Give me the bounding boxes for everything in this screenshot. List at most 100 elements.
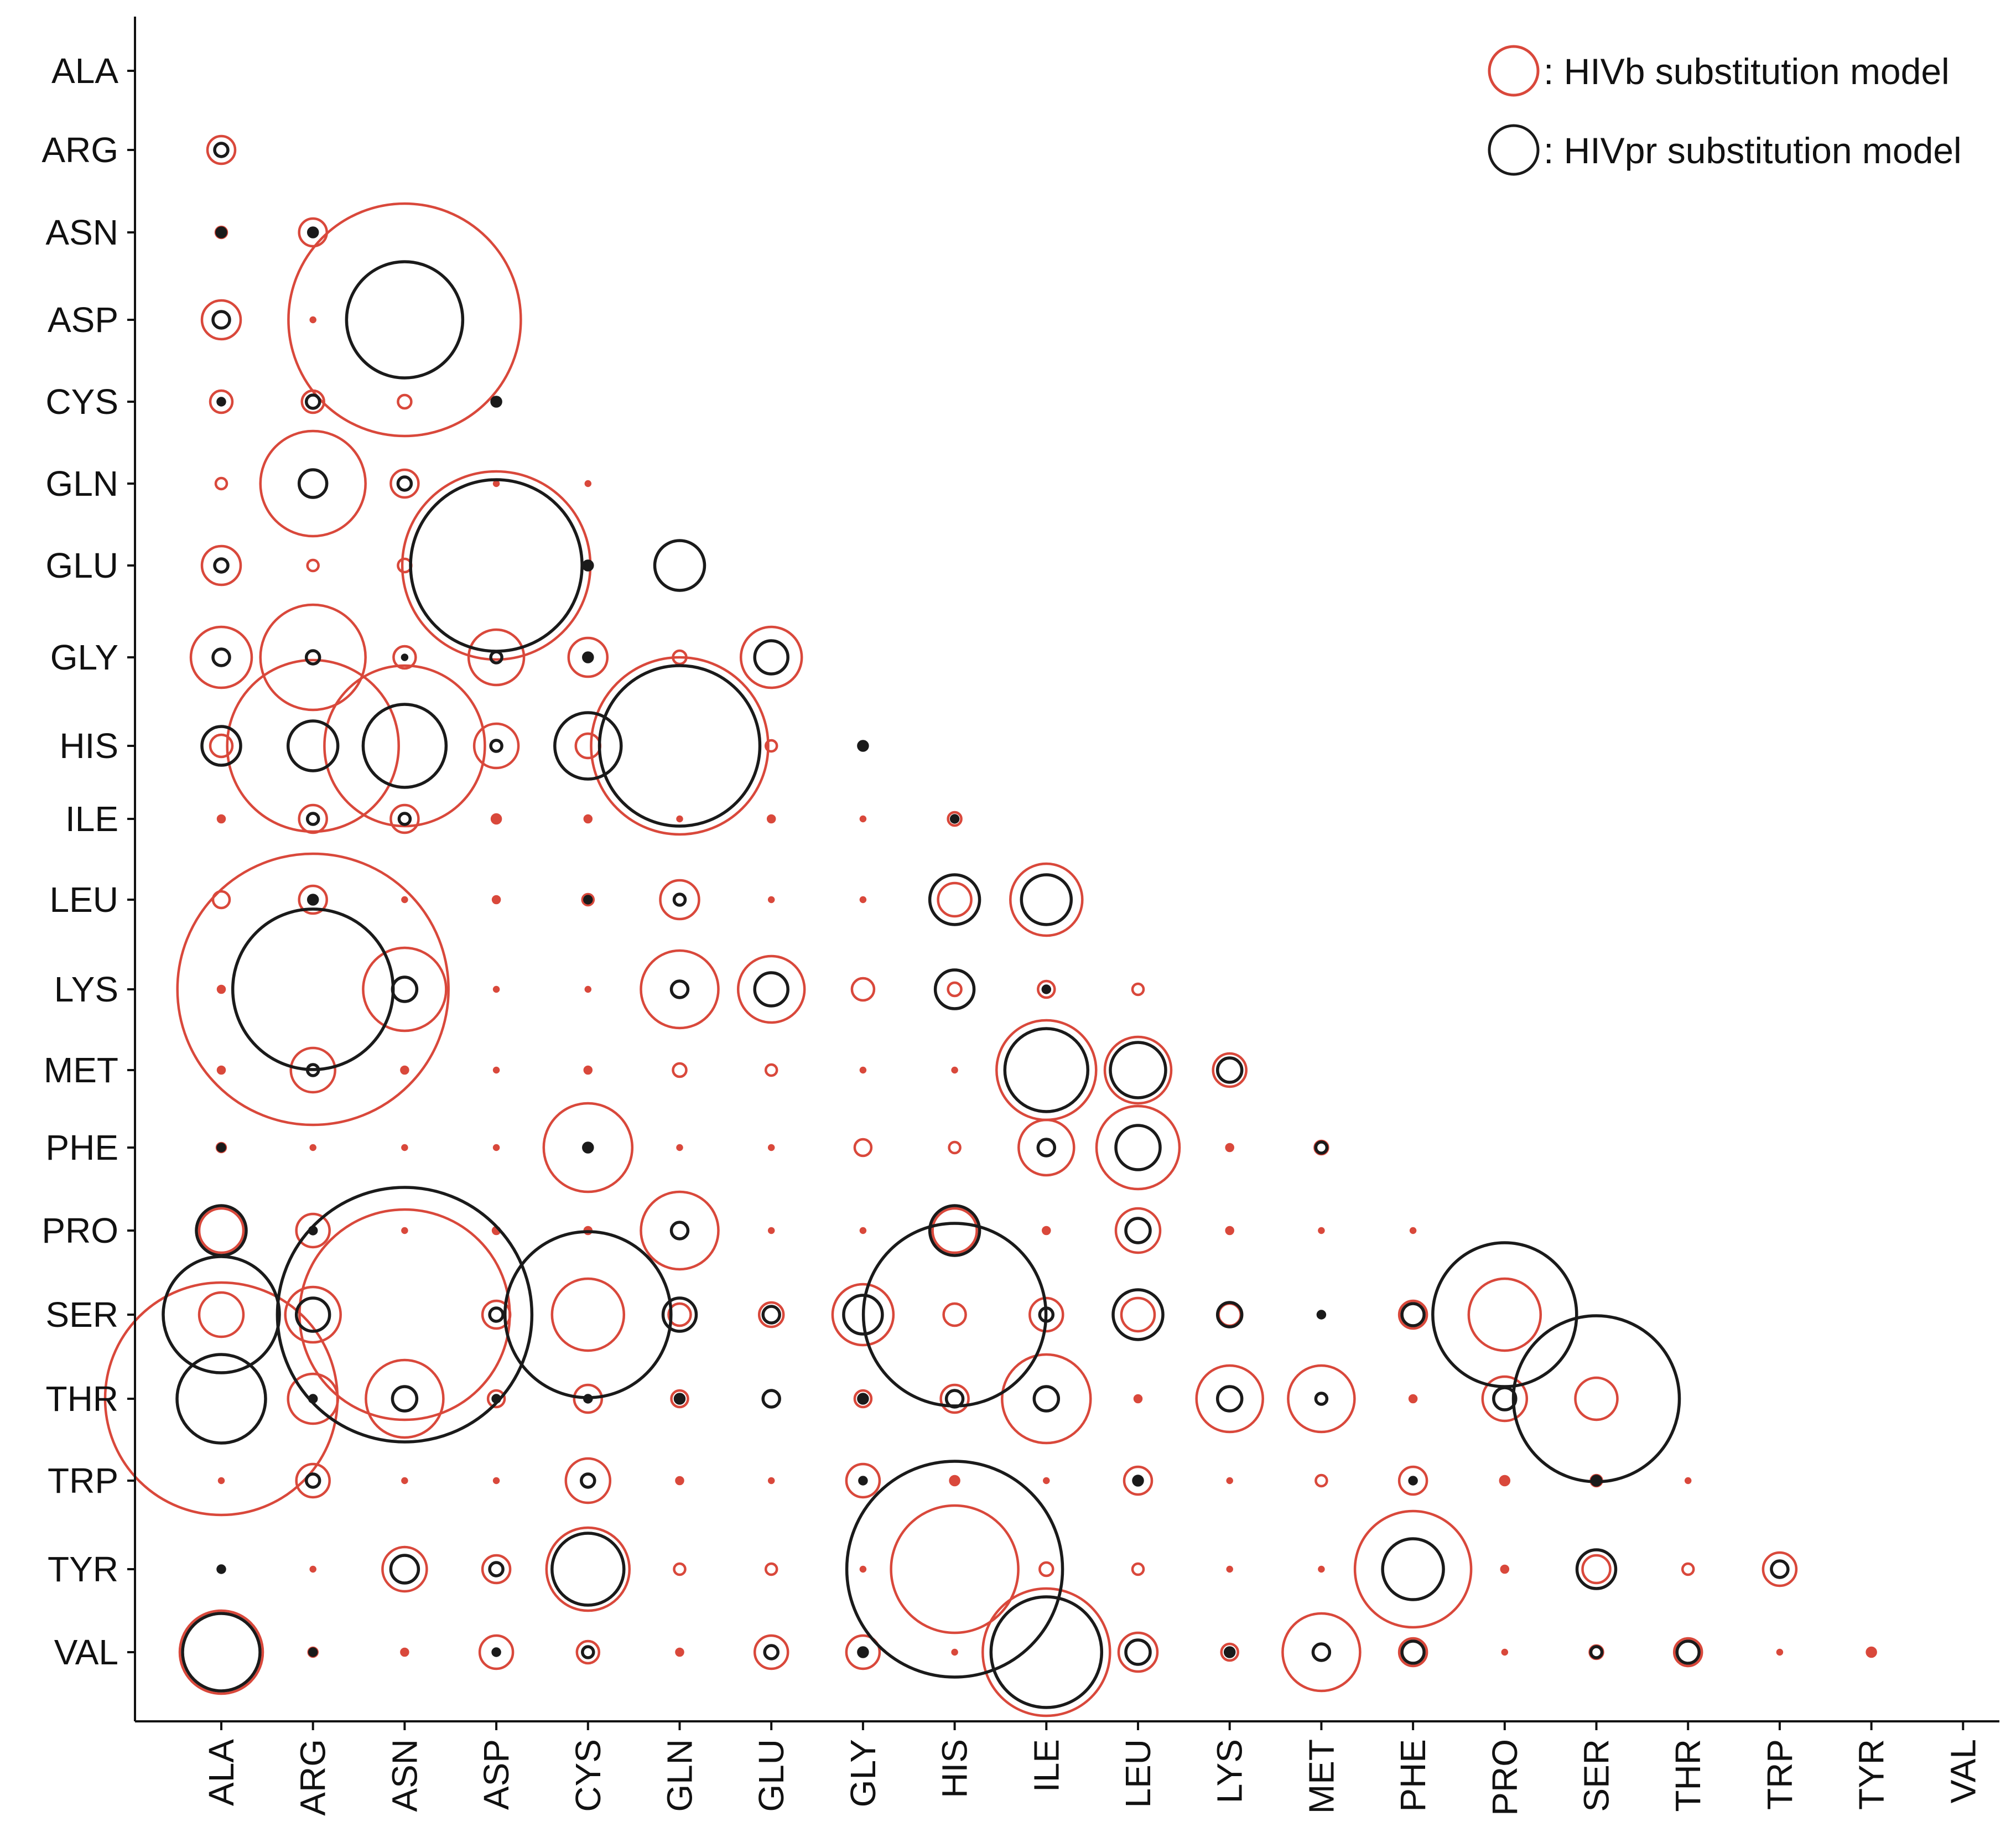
hivb-bubble-phe-glu (767, 1144, 775, 1151)
hivpr-bubble-val-leu (1124, 1638, 1152, 1666)
hivb-bubble-his-glu (764, 739, 778, 753)
hivpr-bubble-ser-pro (1431, 1241, 1578, 1388)
x-tick-label-ile: ILE (1026, 1739, 1066, 1792)
hivpr-bubble-ser-phe (1400, 1302, 1426, 1327)
x-tick-label-his: HIS (935, 1739, 975, 1798)
hivb-bubble-trp-leu (1123, 1465, 1154, 1496)
hivpr-bubble-gln-arg (297, 468, 329, 499)
hivb-bubble-gly-asp (467, 628, 526, 687)
hivpr-bubble-tyr-asp (488, 1561, 505, 1577)
hivpr-bubble-arg-ala (213, 142, 230, 158)
hivpr-bubble-glu-cys (582, 559, 594, 572)
hivb-bubble-ile-ala (216, 814, 226, 824)
hivpr-bubble-ser-lys (1215, 1301, 1244, 1328)
hivpr-bubble-ser-gly (842, 1294, 884, 1336)
hivpr-bubble-ser-ile (1038, 1306, 1055, 1323)
hivb-bubble-met-glu (764, 1063, 778, 1077)
hivpr-bubble-his-asn (361, 703, 448, 789)
y-tick-label-ser: SER (45, 1295, 118, 1335)
hivb-bubble-pro-ala (198, 1207, 245, 1254)
hivpr-bubble-cys-arg (304, 393, 321, 410)
hivb-bubble-ser-his (942, 1302, 967, 1327)
hivb-bubble-lys-glu (736, 954, 806, 1024)
hivb-bubble-phe-asp (492, 1144, 500, 1151)
hivb-bubble-leu-asp (491, 895, 501, 905)
hivb-bubble-met-gly (859, 1066, 867, 1074)
hivb-bubble-thr-pro (1481, 1375, 1529, 1423)
hivb-bubble-his-cys (574, 732, 602, 760)
hivb-bubble-lys-asp (492, 985, 500, 993)
hivpr-bubble-thr-asp (491, 1394, 501, 1404)
hivpr-bubble-trp-ser (1590, 1475, 1603, 1487)
hivpr-bubble-glu-asp (409, 478, 584, 653)
hivb-bubble-gly-arg (259, 603, 367, 712)
hivb-bubble-pro-arg (295, 1212, 331, 1249)
hivb-bubble-val-ala (178, 1609, 264, 1695)
hivpr-bubble-ser-arg (294, 1296, 331, 1333)
hivb-bubble-gly-asn (392, 645, 417, 670)
hivpr-bubble-his-ala (200, 725, 242, 767)
hivpr-bubble-leu-his (928, 873, 981, 926)
hivb-bubble-ser-ala (198, 1291, 245, 1338)
hivpr-bubble-pro-leu (1124, 1217, 1152, 1244)
hivb-bubble-val-gln (675, 1647, 684, 1657)
hivb-bubble-ile-his (947, 811, 963, 827)
hivb-bubble-leu-gln (659, 879, 700, 921)
hivb-bubble-val-pro (1501, 1648, 1509, 1656)
hivpr-bubble-leu-gln (672, 892, 687, 907)
hivb-bubble-glu-arg (306, 558, 320, 573)
y-tick-label-tyr: TYR (48, 1549, 118, 1589)
hivb-bubble-thr-leu (1133, 1394, 1143, 1404)
hivb-bubble-met-gln (672, 1062, 688, 1078)
x-tick-label-ser: SER (1577, 1739, 1617, 1812)
hivpr-bubble-asn-ala (215, 226, 227, 238)
hivb-bubble-trp-phe (1397, 1465, 1428, 1496)
hivpr-bubble-asp-asn (345, 260, 465, 380)
hivb-bubble-tyr-phe (1353, 1509, 1473, 1629)
hivpr-bubble-thr-ser (1511, 1314, 1681, 1483)
hivb-bubble-thr-ser (1574, 1376, 1619, 1421)
hivpr-bubble-val-phe (1400, 1639, 1426, 1665)
hivb-bubble-thr-his (939, 1383, 970, 1414)
x-tick-label-pro: PRO (1485, 1739, 1525, 1816)
hivpr-bubble-trp-leu (1132, 1475, 1144, 1487)
hivb-bubble-ser-glu (757, 1301, 785, 1328)
hivpr-bubble-val-cys (581, 1645, 595, 1659)
hivb-bubble-leu-cys (581, 892, 595, 907)
hivb-bubble-lys-his (947, 981, 963, 998)
hivpr-bubble-lys-arg (231, 907, 395, 1071)
x-tick-label-cys: CYS (568, 1739, 608, 1812)
hivb-bubble-val-his (951, 1648, 958, 1656)
hivpr-bubble-his-asp (489, 739, 503, 753)
x-tick-label-glu: GLU (751, 1739, 791, 1812)
hivpr-bubble-cys-asp (490, 396, 502, 408)
hivpr-bubble-val-ser (1589, 1645, 1604, 1659)
hivb-bubble-leu-asn (401, 896, 408, 904)
hivb-bubble-gln-asn (389, 468, 420, 499)
hivb-bubble-pro-met (1318, 1227, 1325, 1234)
hivpr-bubble-asp-ala (211, 310, 231, 330)
hivb-bubble-phe-asn (401, 1144, 408, 1151)
hivpr-bubble-val-ala (181, 1612, 262, 1693)
hivb-bubble-cys-asn (397, 393, 413, 410)
hivpr-bubble-ser-met (1316, 1310, 1327, 1320)
hivb-bubble-pro-leu (1114, 1207, 1162, 1254)
hivpr-bubble-ser-his (861, 1222, 1048, 1408)
hivb-bubble-gln-cys (584, 480, 592, 487)
hivb-bubble-trp-glu (767, 1477, 775, 1485)
x-tick-label-thr: THR (1668, 1739, 1708, 1812)
hivpr-bubbles (162, 142, 1790, 1709)
hivb-bubble-thr-gly (853, 1389, 873, 1409)
x-tick-label-met: MET (1301, 1739, 1341, 1814)
hivb-bubble-ile-arg (298, 803, 328, 834)
hivb-bubble-his-asn (323, 664, 486, 828)
hivb-bubble-val-asp (478, 1634, 515, 1670)
legend: : HIVb substitution model : HIVpr substi… (1488, 45, 1962, 176)
hivb-bubble-cys-arg (300, 389, 325, 414)
y-tick-label-asn: ASN (45, 212, 118, 252)
y-tick-label-lys: LYS (54, 969, 118, 1009)
hivpr-bubble-his-gly (857, 740, 869, 752)
y-tick-label-cys: CYS (45, 382, 118, 422)
hivpr-bubble-val-asp (491, 1647, 501, 1657)
hivb-bubble-ile-cys (583, 814, 593, 824)
